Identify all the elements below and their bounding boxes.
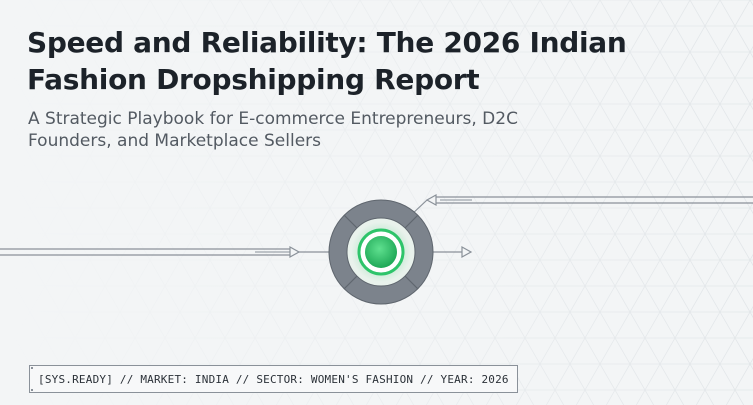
- incoming-connector: [0, 245, 330, 259]
- status-text: [SYS.READY] // MARKET: INDIA // SECTOR: …: [38, 372, 509, 386]
- hub-node-icon: [328, 199, 434, 305]
- page-title: Speed and Reliability: The 2026 Indian F…: [27, 26, 627, 96]
- page-subtitle: A Strategic Playbook for E-commerce Entr…: [28, 109, 518, 151]
- arrow-right-icon: [461, 245, 473, 259]
- status-bar: [SYS.READY] // MARKET: INDIA // SECTOR: …: [29, 365, 518, 393]
- arrow-right-icon: [289, 245, 301, 259]
- return-connector: [409, 193, 753, 217]
- hub-diagram: [0, 193, 753, 305]
- outgoing-connector: [432, 245, 473, 259]
- corner-mark: [31, 367, 33, 369]
- corner-mark: [31, 389, 33, 391]
- arrow-left-icon: [425, 193, 437, 207]
